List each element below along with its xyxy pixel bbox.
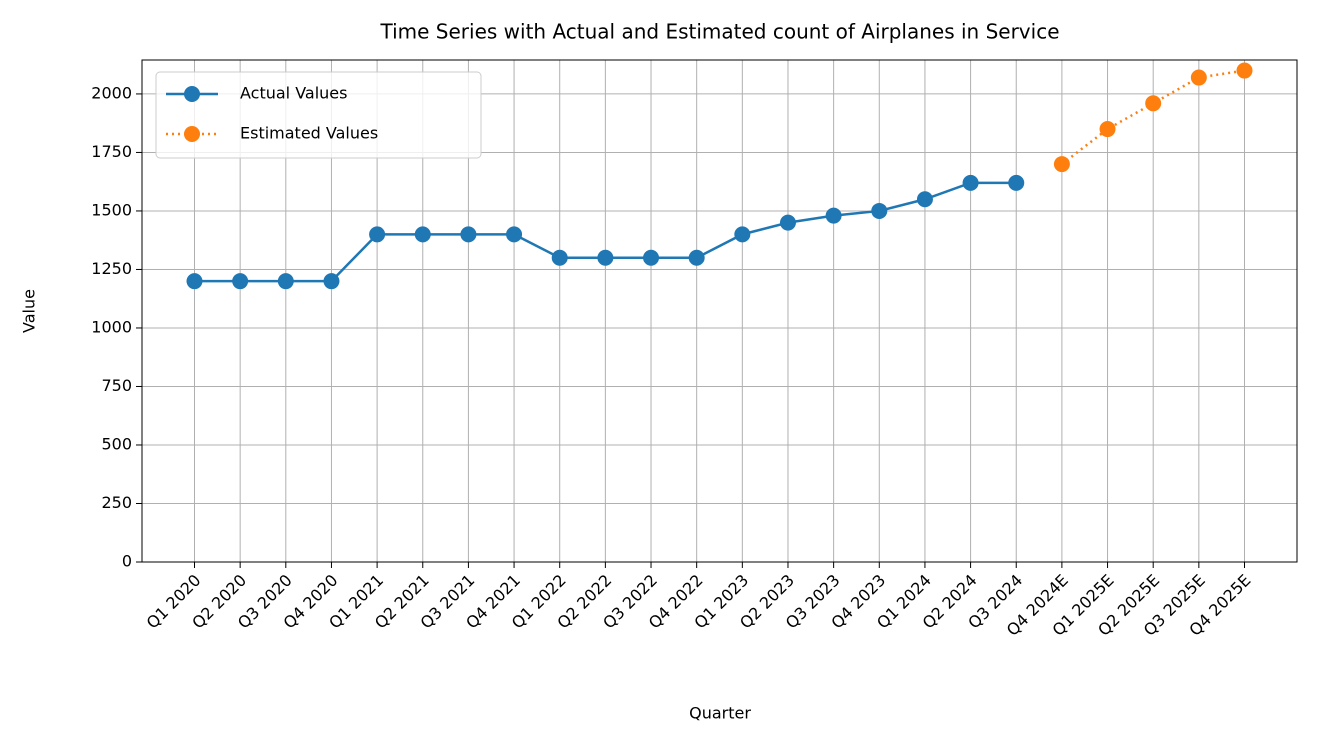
- data-point: [1053, 156, 1070, 173]
- legend-box: [155, 71, 482, 159]
- legend-label: Actual Values: [240, 84, 347, 103]
- y-tick-label: 1500: [91, 200, 132, 219]
- data-point: [1236, 62, 1253, 79]
- x-axis-label: Quarter: [689, 704, 751, 723]
- legend-marker: [184, 86, 200, 102]
- data-point: [916, 191, 933, 208]
- data-point: [688, 249, 705, 266]
- data-point: [597, 249, 614, 266]
- y-tick-label: 750: [101, 376, 132, 395]
- data-point: [506, 226, 523, 243]
- data-point: [1008, 174, 1025, 191]
- y-tick-label: 1750: [91, 142, 132, 161]
- data-point: [1190, 69, 1207, 86]
- data-point: [232, 273, 249, 290]
- data-point: [871, 202, 888, 219]
- data-point: [643, 249, 660, 266]
- data-point: [551, 249, 568, 266]
- data-point: [186, 273, 203, 290]
- plot-frame: [141, 59, 1298, 563]
- y-tick-label: 1000: [91, 317, 132, 336]
- chart-title: Time Series with Actual and Estimated co…: [380, 20, 1060, 44]
- y-tick-label: 250: [101, 493, 132, 512]
- legend-marker: [184, 126, 200, 142]
- data-point: [323, 273, 340, 290]
- data-point: [962, 174, 979, 191]
- data-point: [369, 226, 386, 243]
- data-point: [779, 214, 796, 231]
- data-point: [825, 207, 842, 224]
- y-tick-label: 2000: [91, 83, 132, 102]
- data-point: [414, 226, 431, 243]
- y-axis-label: Value: [20, 289, 39, 333]
- data-point: [1099, 121, 1116, 138]
- y-tick-label: 1250: [91, 259, 132, 278]
- y-tick-label: 500: [101, 434, 132, 453]
- y-tick-label: 0: [122, 552, 132, 571]
- data-point: [734, 226, 751, 243]
- data-point: [1145, 95, 1162, 112]
- data-point: [277, 273, 294, 290]
- legend-label: Estimated Values: [240, 124, 378, 143]
- data-point: [460, 226, 477, 243]
